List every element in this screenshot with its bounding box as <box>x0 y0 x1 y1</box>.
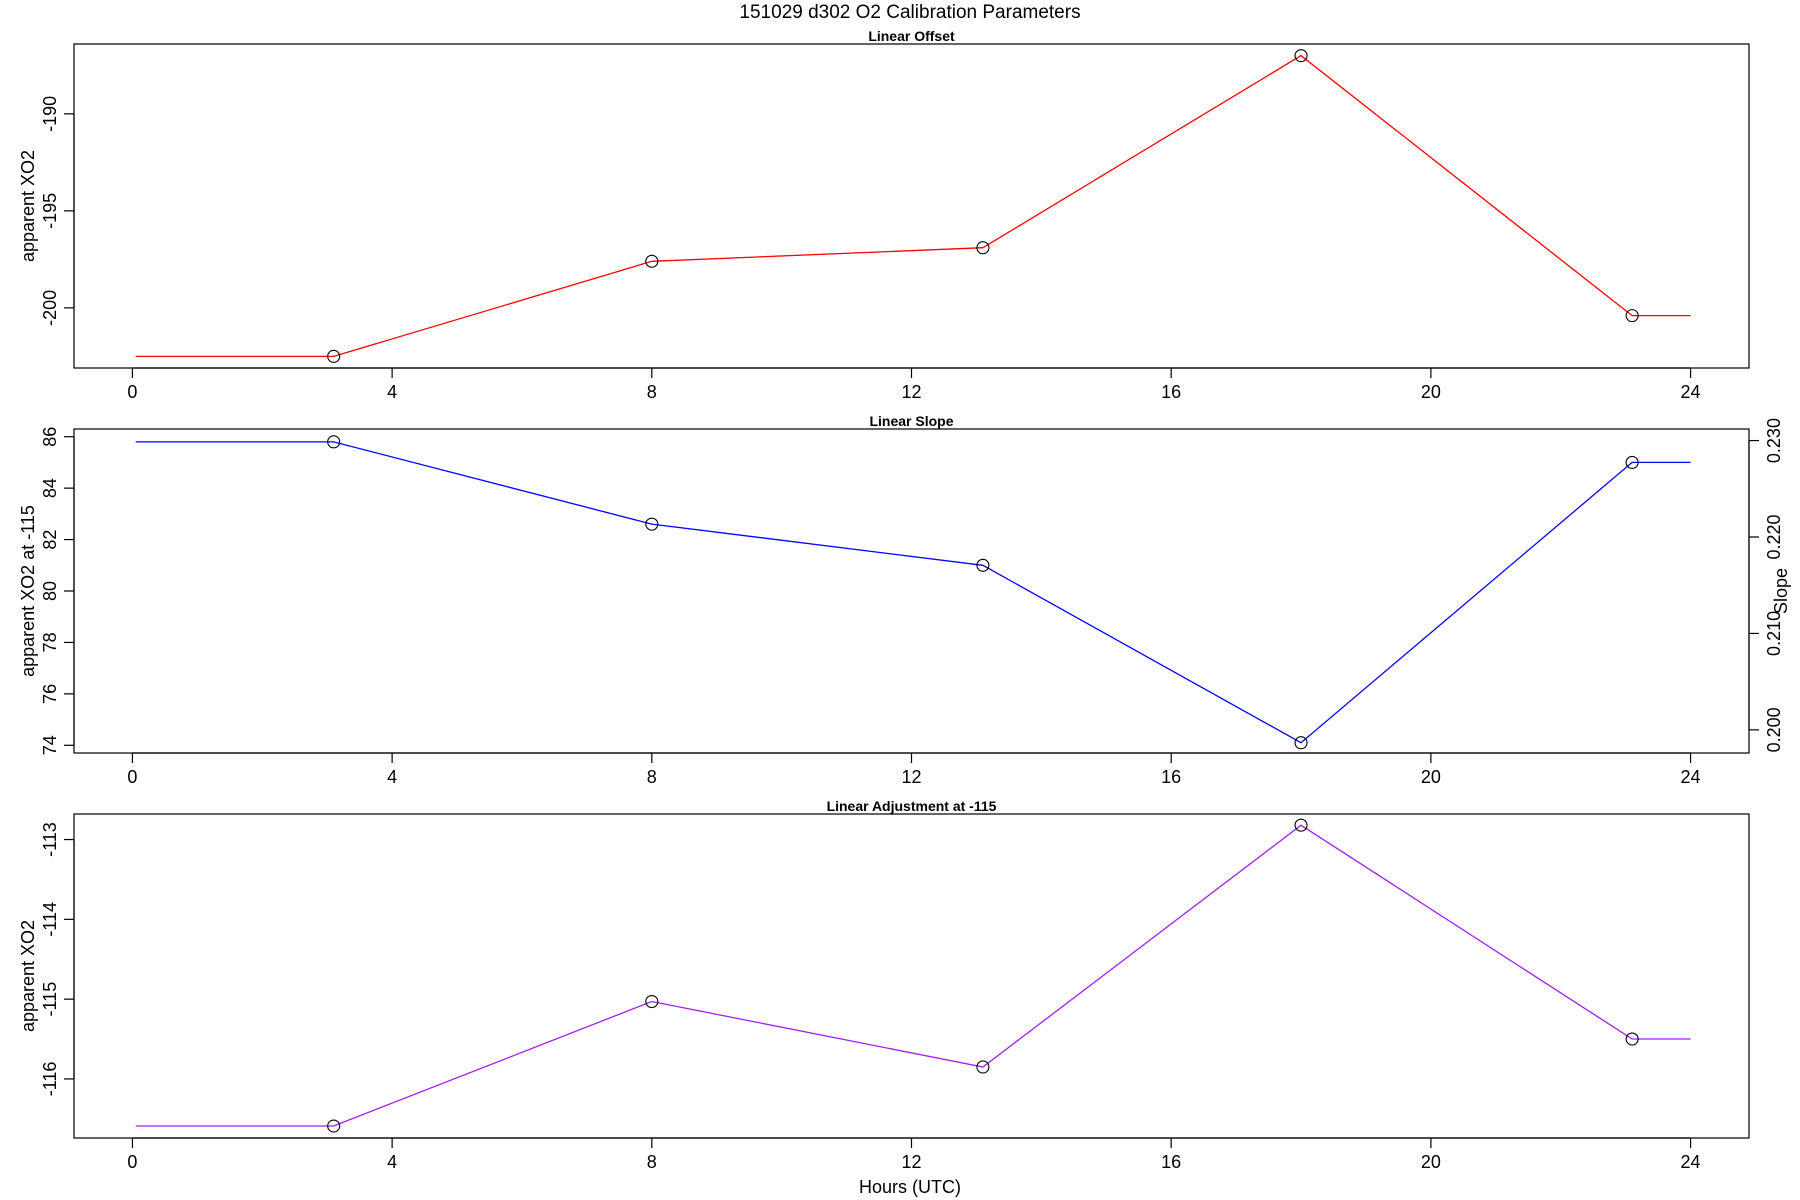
y-axis-label: apparent XO2 <box>18 150 38 262</box>
data-point <box>976 241 990 255</box>
panel-3: Linear Adjustment at -115 0 4 8 12 16 20 24 -116… <box>18 798 1750 1172</box>
series-line <box>135 54 1691 358</box>
y2-tick-label: 0.210 <box>1764 611 1784 656</box>
data-point <box>645 994 659 1009</box>
plot-frame <box>73 428 1750 754</box>
data-point <box>1625 309 1639 323</box>
x-tick-label: 24 <box>1681 382 1701 402</box>
data-point <box>1294 818 1308 832</box>
data-point <box>976 1060 990 1074</box>
x-tick-label: 20 <box>1421 382 1441 402</box>
panel-title: Linear Slope <box>869 413 953 429</box>
data-point <box>327 435 341 449</box>
plot-frame <box>73 43 1750 369</box>
x-tick-label: 0 <box>127 382 137 402</box>
y-tick-label: -200 <box>40 290 60 326</box>
panel-title: Linear Adjustment at -115 <box>827 798 997 814</box>
x-tick-label: 24 <box>1681 767 1701 787</box>
data-point <box>327 349 341 363</box>
data-point <box>645 254 659 268</box>
x-tick-label: 12 <box>901 1152 921 1172</box>
data-point <box>1294 736 1308 750</box>
y2-tick-label: 0.200 <box>1764 707 1784 752</box>
y-tick-label: -114 <box>40 902 60 937</box>
data-point <box>1294 49 1308 63</box>
x-tick-label: 16 <box>1161 382 1181 402</box>
y-tick-label: -115 <box>40 982 60 1017</box>
panel-title: Linear Offset <box>868 28 955 44</box>
data-point <box>645 517 659 531</box>
plot-frame <box>73 813 1750 1139</box>
data-point <box>976 558 990 572</box>
y-tick-label: -116 <box>40 1062 60 1097</box>
y-tick-label: -113 <box>40 822 60 857</box>
x-tick-label: 0 <box>127 1152 137 1172</box>
x-tick-label: 16 <box>1161 1152 1181 1172</box>
x-tick-label: 4 <box>387 1152 397 1172</box>
data-point <box>327 1119 341 1133</box>
y-tick-label: 76 <box>40 684 60 704</box>
x-tick-label: 12 <box>901 382 921 402</box>
x-tick-label: 20 <box>1421 1152 1441 1172</box>
data-point <box>1625 1032 1639 1046</box>
y-tick-label: 78 <box>40 632 60 652</box>
x-axis-label: Hours (UTC) <box>859 1177 961 1197</box>
x-tick-label: 8 <box>647 1152 657 1172</box>
y2-tick-label: 0.220 <box>1764 514 1784 559</box>
x-tick-label: 24 <box>1681 1152 1701 1172</box>
x-tick-label: 16 <box>1161 767 1181 787</box>
y-tick-label: -190 <box>40 96 60 132</box>
y-axis-label: apparent XO2 <box>18 920 38 1032</box>
x-tick-label: 8 <box>647 382 657 402</box>
series-line <box>135 441 1691 744</box>
series-line <box>135 824 1691 1127</box>
data-point <box>1625 455 1639 469</box>
x-tick-label: 12 <box>901 767 921 787</box>
y-tick-label: -195 <box>40 193 60 229</box>
y2-tick-label: 0.230 <box>1764 418 1784 463</box>
y-tick-label: 84 <box>40 478 60 498</box>
x-tick-label: 4 <box>387 767 397 787</box>
y-tick-label: 86 <box>40 427 60 447</box>
y2-axis-label: Slope <box>1771 568 1791 614</box>
x-tick-label: 20 <box>1421 767 1441 787</box>
x-tick-label: 4 <box>387 382 397 402</box>
figure-title: 151029 d302 O2 Calibration Parameters <box>739 2 1080 23</box>
x-tick-label: 0 <box>127 767 137 787</box>
panel-1: Linear Offset 0 4 8 12 16 20 24 -200 -195 -190appa… <box>18 28 1750 402</box>
y-tick-label: 82 <box>40 530 60 550</box>
x-tick-label: 8 <box>647 767 657 787</box>
y-tick-label: 80 <box>40 581 60 601</box>
y-tick-label: 74 <box>40 735 60 755</box>
panel-2: Linear Slope 0 4 8 12 16 20 24 74 76 78 80 82 84 86 app… <box>18 413 1791 787</box>
y-axis-label: apparent XO2 at -115 <box>18 505 38 677</box>
